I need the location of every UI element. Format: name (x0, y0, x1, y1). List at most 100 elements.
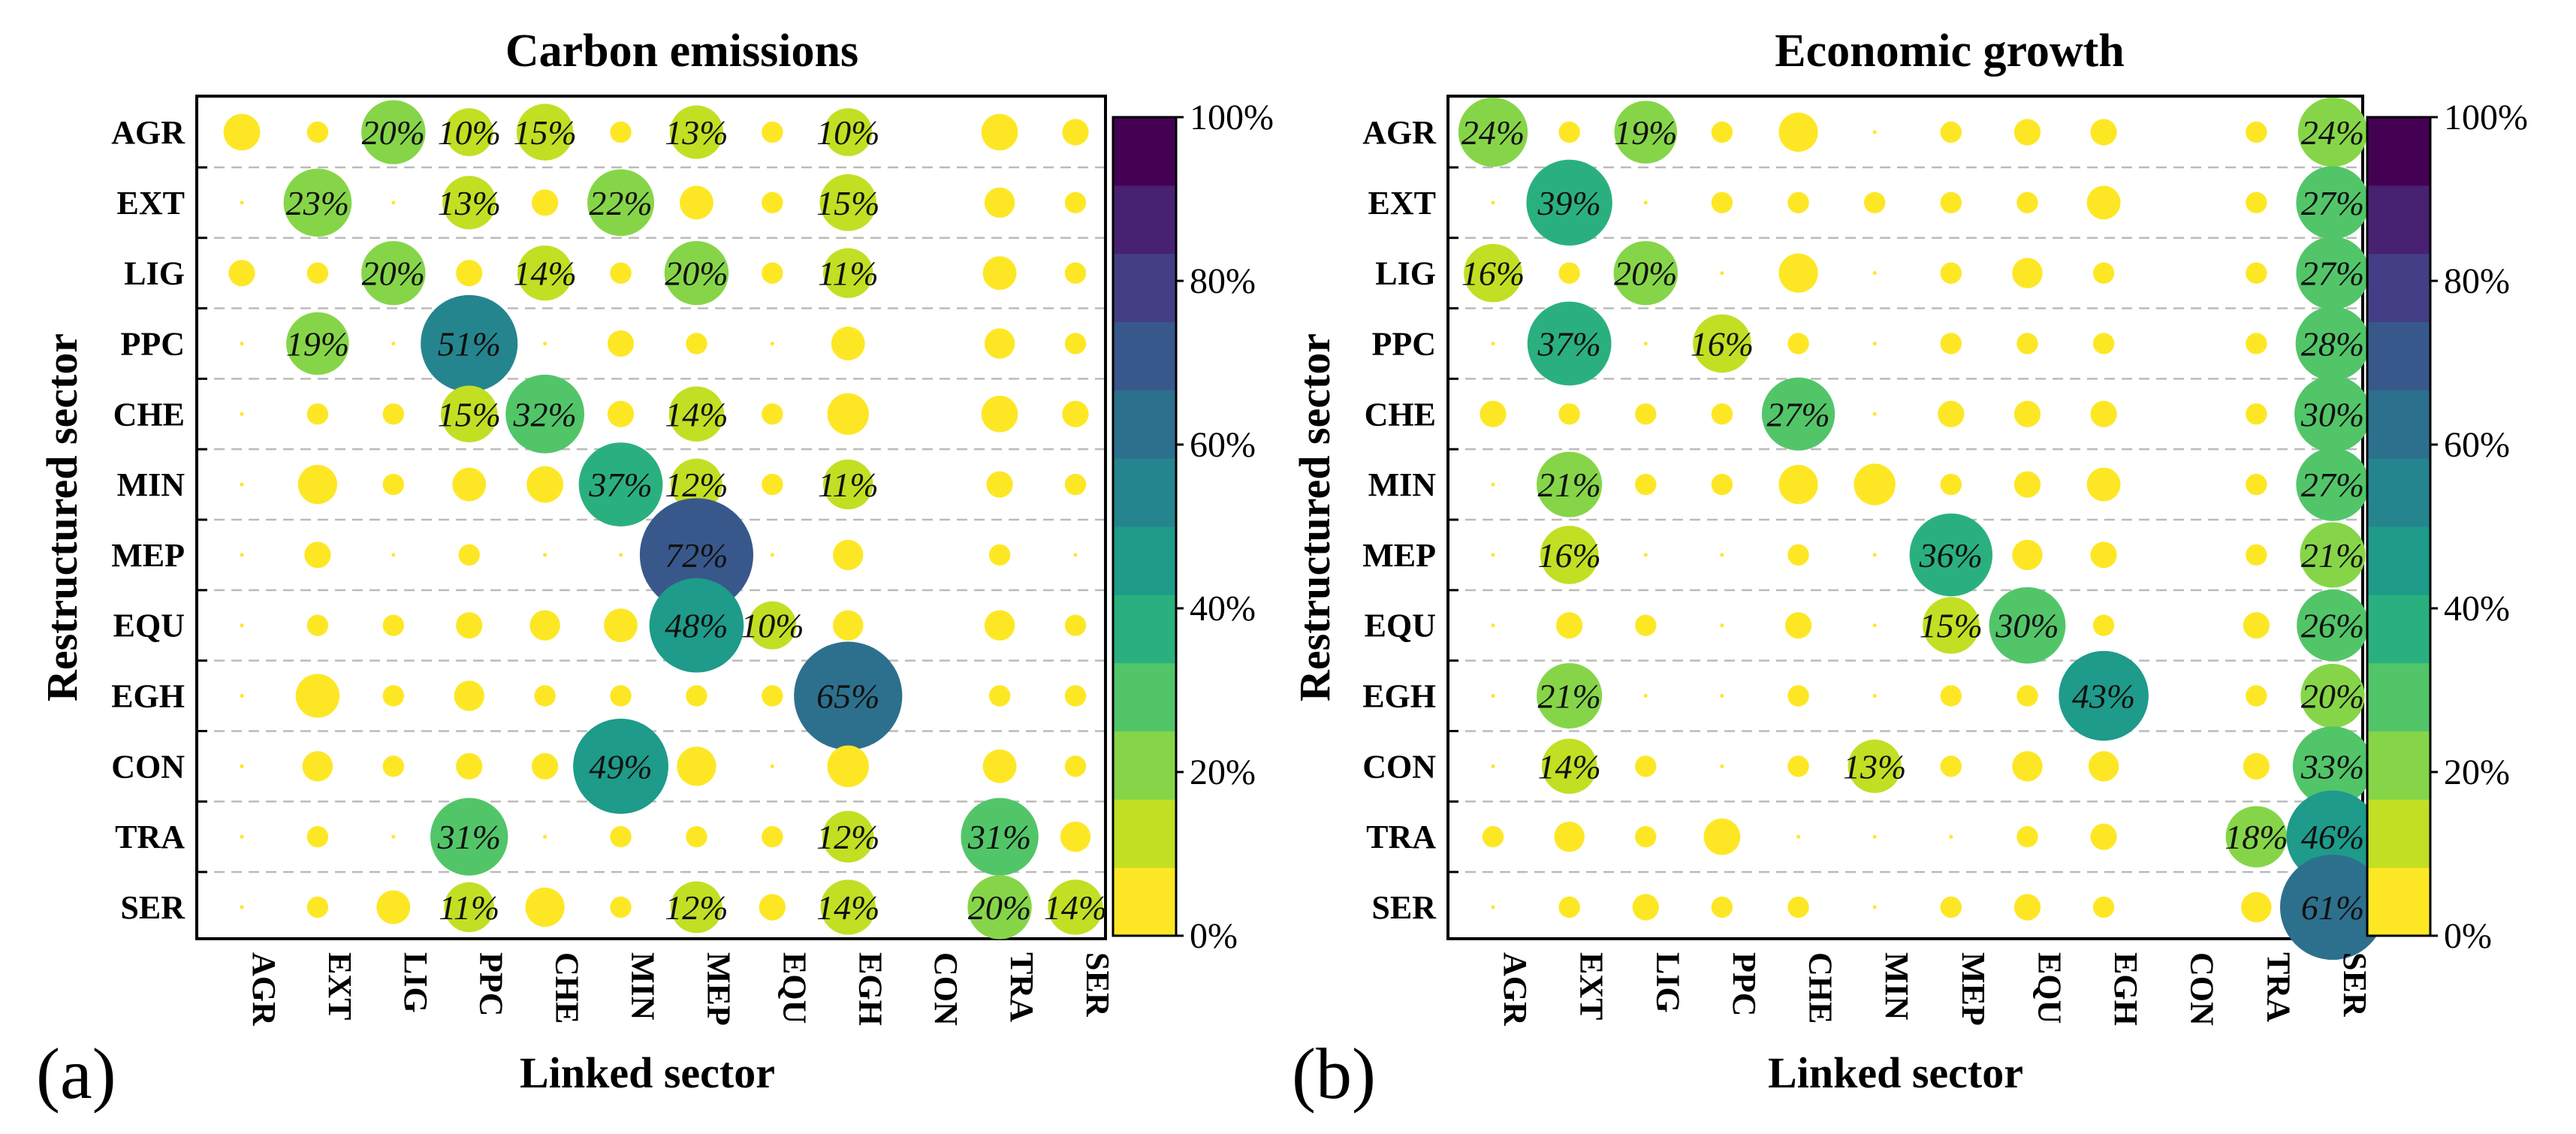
x-tick-label: PPC (1726, 952, 1763, 1017)
data-bubble (1872, 905, 1877, 909)
colorbar-frame (2366, 116, 2432, 937)
x-tick-label: SER (1079, 952, 1116, 1018)
data-bubble (819, 174, 877, 231)
data-label: 15% (1920, 607, 1983, 645)
data-bubble (1643, 201, 1648, 205)
chart-title-a: Carbon emissions (505, 26, 858, 77)
data-bubble (456, 752, 483, 780)
x-tick-label: CON (928, 952, 964, 1026)
data-bubble (1635, 403, 1657, 425)
data-bubble (240, 905, 244, 909)
data-bubble (1491, 201, 1495, 205)
data-bubble (1872, 271, 1877, 276)
x-tick-label: MEP (1955, 952, 1992, 1026)
data-bubble (1720, 694, 1724, 698)
data-bubble (430, 798, 508, 876)
data-bubble (823, 248, 873, 298)
data-bubble (240, 694, 244, 698)
data-label: 15% (816, 184, 879, 222)
data-bubble (2246, 403, 2267, 425)
y-tick-label: PPC (1371, 325, 1436, 362)
data-bubble (2279, 854, 2386, 961)
colorbar-segment (2367, 117, 2430, 186)
data-bubble (1720, 764, 1724, 768)
colorbar-tick-label: 60% (1190, 425, 1256, 465)
data-label: 26% (2301, 607, 2364, 645)
data-bubble (456, 260, 483, 287)
colorbar-segment (1113, 526, 1176, 596)
data-bubble (1480, 400, 1507, 427)
colorbar-segment (2367, 662, 2430, 731)
data-bubble (1796, 834, 1801, 839)
data-bubble (445, 108, 493, 156)
data-bubble (1064, 685, 1087, 707)
data-label: 36% (1919, 536, 1983, 575)
data-bubble (228, 260, 255, 287)
data-bubble (1872, 412, 1877, 416)
data-bubble (1989, 587, 2066, 664)
data-bubble (770, 764, 774, 768)
chart-title-b: Economic growth (1775, 26, 2125, 77)
data-bubble (1872, 834, 1877, 839)
data-label: 65% (816, 677, 879, 716)
data-bubble (671, 881, 722, 933)
data-label: 14% (1537, 747, 1600, 786)
y-tick-label: SER (120, 889, 186, 926)
colorbar-segment (1113, 117, 1176, 186)
data-bubble (2092, 896, 2115, 918)
colorbar-tick-label: 0% (2444, 916, 2492, 956)
data-label: 15% (438, 395, 501, 433)
data-bubble (444, 882, 494, 933)
data-bubble (1491, 341, 1495, 345)
data-bubble (376, 890, 411, 924)
data-bubble (984, 610, 1015, 641)
data-bubble (1062, 400, 1089, 427)
data-bubble (610, 685, 632, 707)
data-label: 24% (2301, 113, 2364, 152)
data-bubble (2246, 685, 2267, 707)
data-bubble (2013, 471, 2041, 498)
data-bubble (649, 578, 744, 673)
y-tick-label: TRA (1366, 819, 1436, 855)
data-label: 20% (968, 888, 1031, 927)
colorbar-b: 0% 20% 40% 60% 80% 100% (2366, 98, 2528, 956)
data-bubble (2059, 650, 2149, 741)
data-bubble (1491, 694, 1495, 698)
y-tick-label: EXT (117, 185, 185, 222)
colorbar-segment (1113, 867, 1176, 936)
data-bubble (1872, 694, 1877, 698)
colorbar-tick-label: 0% (1190, 916, 1238, 956)
data-bubble (306, 825, 329, 848)
data-bubble (2090, 541, 2117, 569)
data-bubble (794, 641, 903, 750)
data-bubble (762, 262, 783, 284)
data-label: 16% (1691, 324, 1754, 363)
data-label: 19% (1614, 113, 1677, 152)
data-label: 31% (967, 818, 1031, 856)
data-bubble (525, 887, 565, 927)
data-bubble (2012, 539, 2043, 571)
data-bubble (2243, 612, 2270, 639)
data-bubble (1720, 623, 1724, 628)
data-bubble (671, 458, 722, 511)
data-bubble (391, 834, 396, 839)
data-bubble (2016, 825, 2038, 848)
data-bubble (669, 105, 724, 159)
colorbar-segment (1113, 390, 1176, 459)
y-tick-labels-a: AGR EXT LIG PPC CHE MIN MEP EQU EGH CON TRA SER (111, 114, 186, 926)
data-bubble (1787, 333, 1809, 354)
x-tick-label: EGH (852, 952, 888, 1026)
data-bubble (686, 333, 707, 354)
y-tick-label: AGR (1362, 114, 1437, 151)
data-bubble (297, 465, 337, 505)
colorbar-segment (1113, 594, 1176, 664)
x-tick-label: AGR (1497, 952, 1534, 1027)
data-bubble (240, 764, 244, 768)
data-bubble (988, 685, 1011, 707)
data-label: 51% (438, 324, 501, 363)
data-bubble (1872, 341, 1877, 345)
data-label: 12% (665, 466, 728, 504)
data-bubble (517, 245, 573, 301)
data-bubble (587, 169, 655, 237)
x-tick-label: LIG (397, 952, 434, 1013)
